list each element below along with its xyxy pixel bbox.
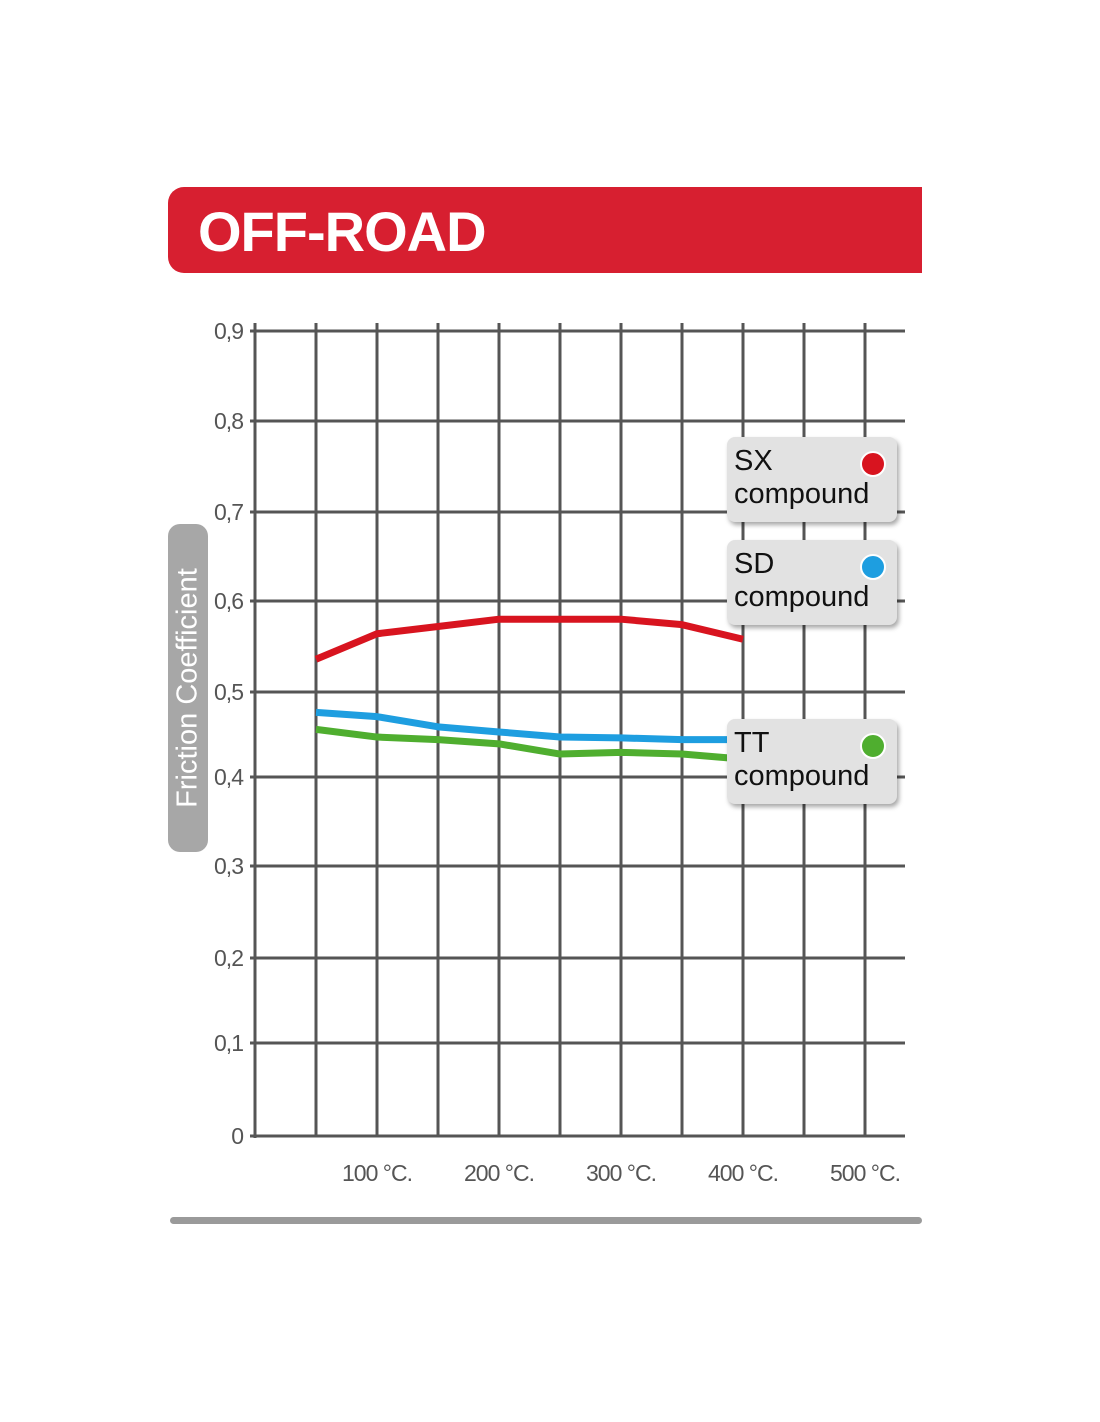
x-tick-label: 300 °C. (586, 1160, 656, 1186)
y-tick-label: 0,6 (214, 588, 243, 614)
y-tick-label: 0,8 (214, 408, 243, 434)
x-tick-label: 500 °C. (830, 1160, 900, 1186)
y-tick-label: 0 (231, 1123, 243, 1149)
chart-title: OFF-ROAD (198, 200, 487, 263)
y-axis-label-pill: Friction Coefficient (168, 524, 208, 852)
legend-dot-icon (860, 733, 886, 759)
legend-label-line1: SX (734, 445, 773, 477)
y-tick-label: 0,3 (214, 853, 243, 879)
legend-label-line2: compound (734, 760, 870, 792)
series-line-tt (315, 725, 744, 763)
y-tick-label: 0,7 (214, 499, 243, 525)
x-tick-label: 400 °C. (708, 1160, 778, 1186)
x-tick-label: 200 °C. (464, 1160, 534, 1186)
legend-label-line1: SD (734, 548, 775, 580)
legend-item-sd: SD compound (727, 540, 897, 625)
legend-item-tt: TT compound (727, 719, 897, 804)
y-tick-label: 0,4 (214, 764, 244, 790)
y-tick-label: 0,1 (214, 1030, 243, 1056)
series-line-sx (314, 615, 744, 663)
y-tick-label: 0,9 (214, 318, 243, 344)
legend-label-line2: compound (734, 478, 870, 510)
legend-label-line2: compound (734, 581, 870, 613)
series-line-sd (315, 708, 743, 744)
legend-label-line1: TT (734, 727, 770, 759)
legend-item-sx: SX compound (727, 437, 897, 522)
x-tick-label: 100 °C. (342, 1160, 412, 1186)
legend-dot-icon (860, 554, 886, 580)
title-banner: OFF-ROAD (168, 187, 922, 273)
y-tick-label: 0,2 (214, 945, 243, 971)
bottom-divider (170, 1217, 922, 1224)
legend-dot-icon (860, 451, 886, 477)
y-tick-label: 0,5 (214, 679, 243, 705)
